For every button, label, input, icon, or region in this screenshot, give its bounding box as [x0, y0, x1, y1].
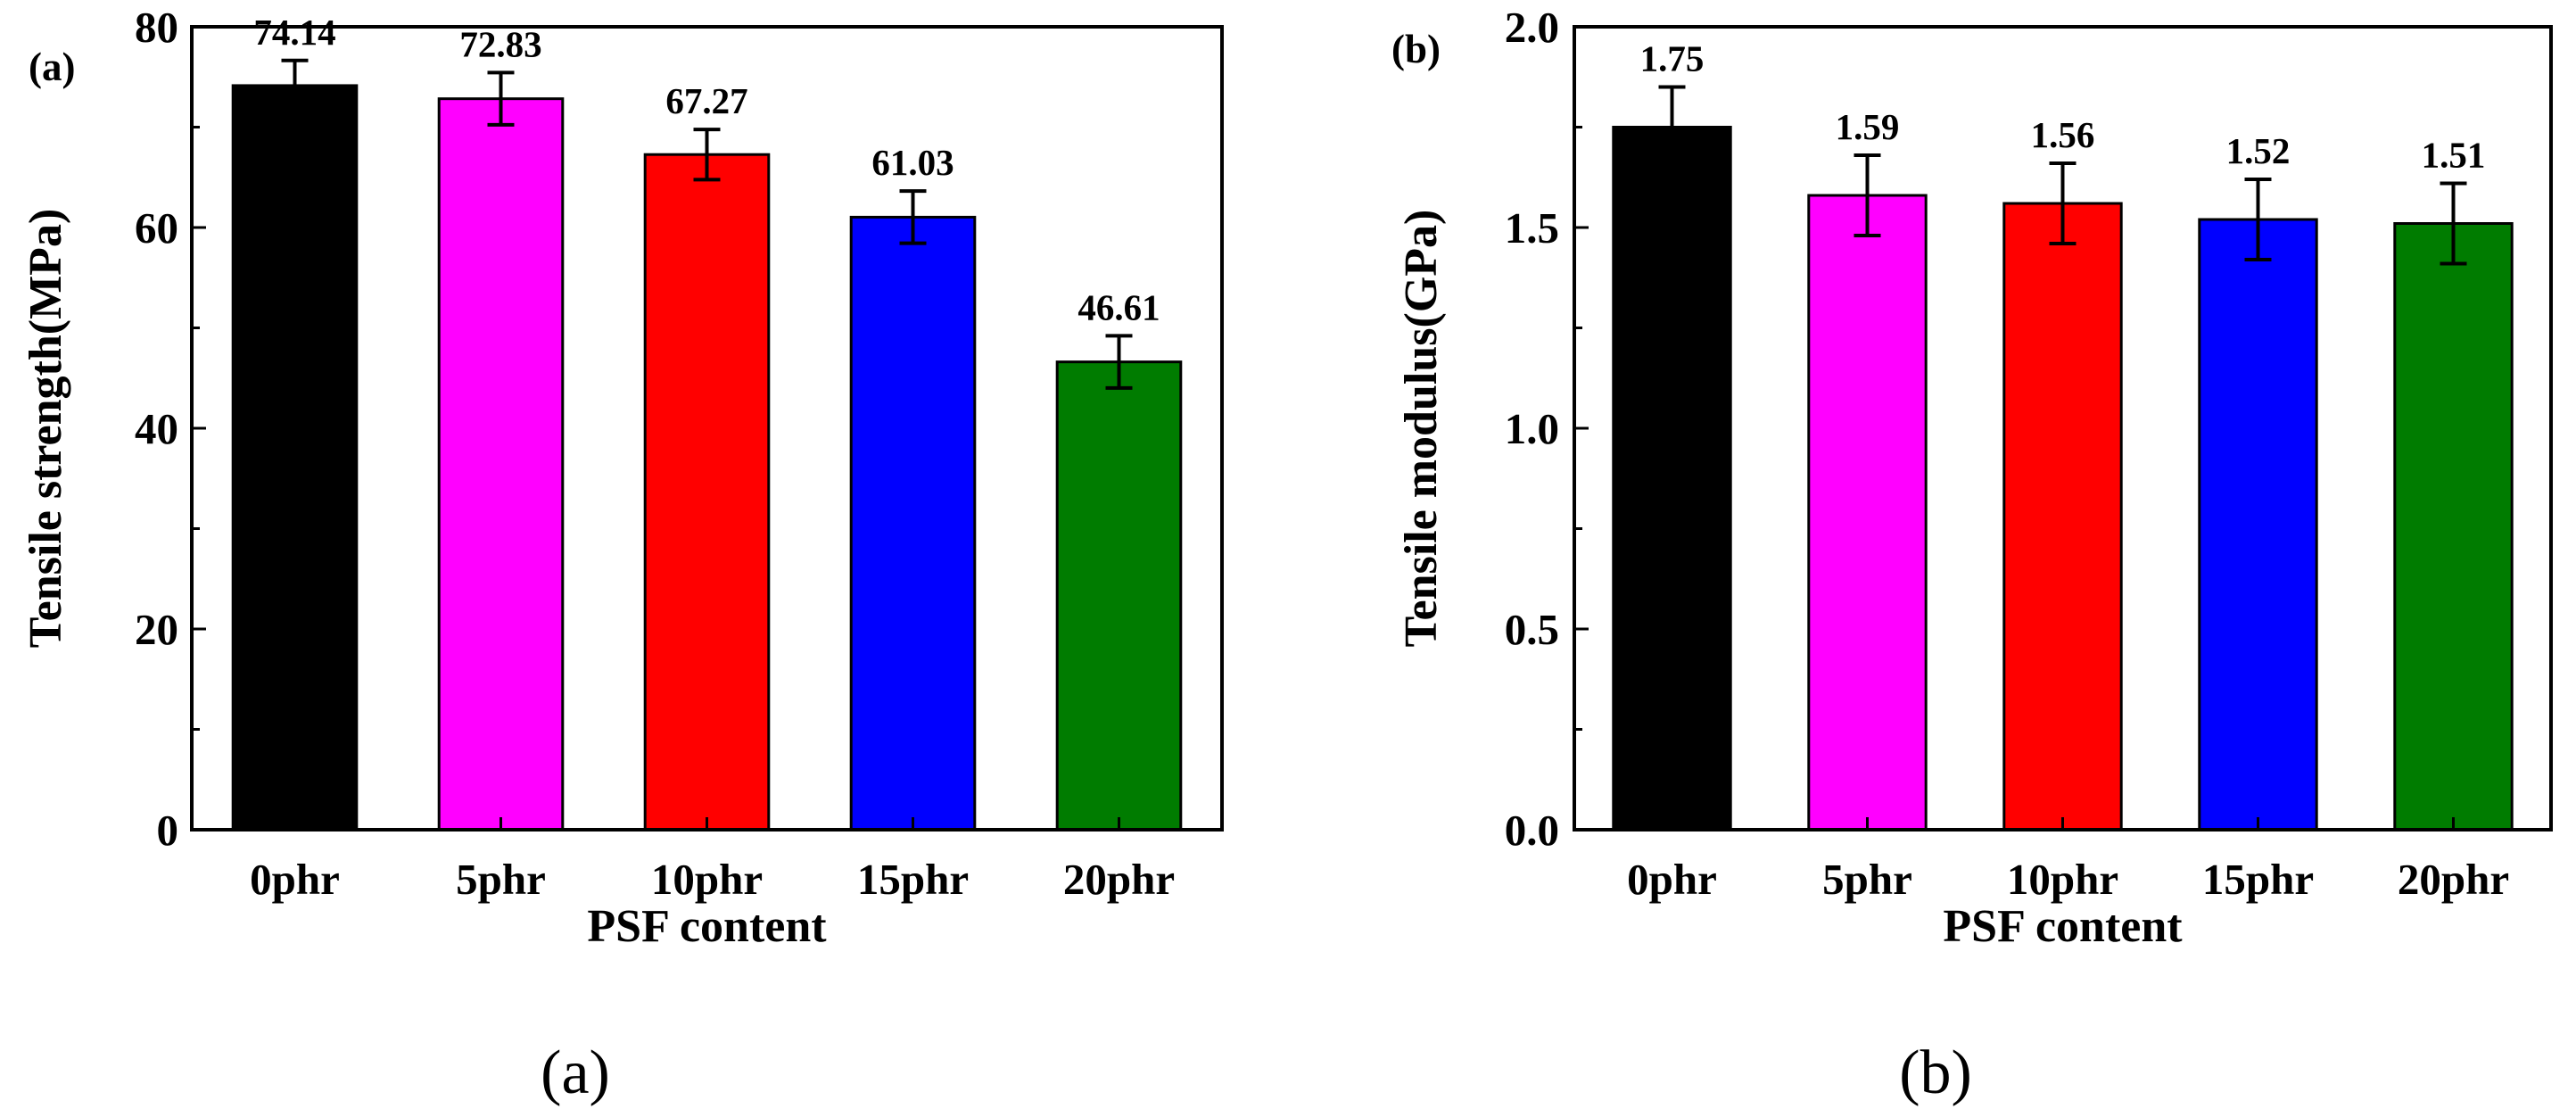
chart-b: 1.75 0phr 1.59 5phr 1.56 10phr 1.52 15phr 1.51 20…: [1391, 3, 2553, 1107]
bar-0phr: [1612, 126, 1732, 832]
y-tick-label: 60: [135, 203, 178, 252]
data-label: 72.83: [459, 23, 541, 64]
figure-caption: (a): [541, 1038, 610, 1107]
data-label: 1.56: [2031, 114, 2095, 155]
y-tick-label: 0: [157, 806, 179, 855]
y-axis-label: Tensile modulus(GPa): [1396, 210, 1447, 648]
data-label: 67.27: [665, 80, 747, 121]
bar-10phr: [2002, 202, 2123, 832]
chart-a: 74.14 0phr 72.83 5phr 67.27 10phr 61.03 15phr 46…: [21, 3, 1224, 1107]
plot-frame: [190, 25, 1224, 832]
bar-15phr: [849, 215, 977, 832]
panel-label: (b): [1391, 27, 1441, 71]
x-tick-label: 5phr: [1822, 855, 1912, 904]
x-tick-label: 0phr: [250, 855, 340, 904]
data-label: 61.03: [871, 142, 954, 183]
data-label: 74.14: [253, 12, 335, 53]
x-tick-label: 5phr: [456, 855, 546, 904]
bar-5phr: [1807, 194, 1928, 832]
y-axis-label: Tensile strength(MPa): [21, 209, 71, 649]
y-tick-label: 1.0: [1505, 404, 1559, 453]
x-axis-label: PSF content: [1943, 901, 2183, 952]
bar-15phr: [2198, 218, 2318, 832]
x-tick-label: 10phr: [2007, 855, 2118, 904]
bar-0phr: [231, 84, 359, 832]
data-label: 1.59: [1836, 106, 1900, 147]
x-tick-label: 0phr: [1627, 855, 1717, 904]
x-tick-label: 20phr: [1063, 855, 1175, 904]
y-tick-label: 20: [135, 605, 178, 654]
bar-10phr: [643, 153, 771, 832]
data-label: 1.52: [2226, 130, 2291, 171]
y-tick-label: 1.5: [1505, 203, 1559, 252]
x-axis-label: PSF content: [587, 901, 827, 952]
panel-label: (a): [29, 45, 75, 89]
y-tick-label: 2.0: [1505, 3, 1559, 52]
data-label: 46.61: [1077, 286, 1160, 327]
data-label: 1.51: [2422, 135, 2486, 176]
x-tick-label: 15phr: [2202, 855, 2314, 904]
figure-caption: (b): [1899, 1038, 1972, 1107]
bar-5phr: [437, 97, 565, 832]
y-tick-label: 0.0: [1505, 806, 1559, 855]
bar-20phr: [2393, 222, 2514, 832]
y-tick-label: 80: [135, 3, 178, 52]
y-tick-label: 40: [135, 404, 178, 453]
y-tick-label: 0.5: [1505, 605, 1559, 654]
bar-20phr: [1055, 360, 1183, 832]
x-tick-label: 10phr: [651, 855, 763, 904]
plot-frame: [1573, 25, 2553, 832]
x-tick-label: 20phr: [2398, 855, 2509, 904]
x-tick-label: 15phr: [857, 855, 969, 904]
data-label: 1.75: [1640, 38, 1705, 79]
